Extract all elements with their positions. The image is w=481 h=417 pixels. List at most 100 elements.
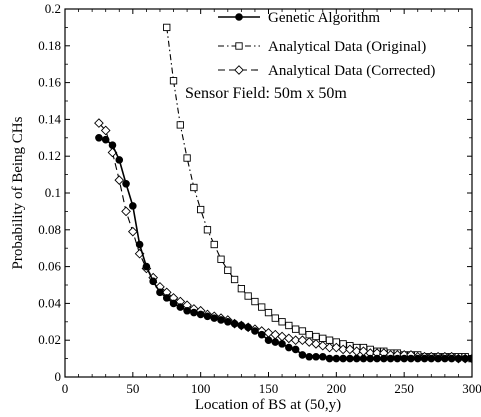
data-point [366,354,375,363]
data-point [270,329,281,340]
x-axis-label: Location of BS at (50,y) [195,397,341,413]
legend: Genetic Algorithm Analytical Data (Origin… [218,10,435,79]
data-point [291,325,300,333]
data-point [169,299,178,308]
data-point [317,340,328,351]
data-point [100,125,111,136]
data-point [203,226,212,234]
y-tick-label: 0.1 [45,185,61,200]
data-point [311,339,321,349]
data-point [352,354,361,363]
y-tick-label: 0.12 [38,148,61,163]
series-0 [95,134,472,363]
data-point [285,321,293,330]
data-point [277,331,287,342]
data-point [263,328,274,338]
data-point [237,285,246,293]
x-tick-label: 250 [394,381,414,396]
data-point [393,354,402,363]
data-point [305,331,313,339]
data-point [149,277,157,286]
legend-marker [235,42,243,50]
data-point [413,354,422,363]
data-point [210,240,218,249]
data-point [230,275,239,284]
data-point [312,332,320,341]
y-tick-label: 0.2 [45,1,61,16]
data-point [305,352,314,361]
data-point [291,345,300,354]
data-point [176,303,185,311]
data-point [197,205,205,214]
data-point [108,141,117,149]
data-point [257,330,266,339]
data-point [324,342,335,353]
data-point [285,343,293,352]
data-point [319,334,327,343]
data-point [345,344,355,355]
data-point [114,175,125,185]
data-point [298,327,307,335]
data-point [244,323,252,332]
data-point [468,354,472,363]
y-tick-label: 0.02 [38,332,61,347]
data-point [169,77,178,85]
data-point [217,255,225,263]
data-point [224,317,232,326]
data-point [461,354,470,363]
y-tick-label: 0.06 [38,259,61,274]
data-point [338,344,348,355]
data-point [380,354,388,363]
data-point [142,262,151,271]
data-point [434,354,442,363]
data-point [290,335,301,346]
data-point [304,337,315,347]
data-point [121,206,131,217]
data-point [441,354,449,363]
data-point [230,319,239,328]
data-point [339,354,347,363]
data-point [244,292,252,300]
data-point [400,354,408,363]
data-point [325,336,334,344]
data-point [325,354,334,363]
series-markers [95,134,472,363]
data-point [127,226,138,237]
data-point [237,321,246,330]
data-point [331,342,342,353]
x-tick-label: 150 [259,381,279,396]
data-point [176,121,184,129]
data-point [183,306,191,315]
data-point [386,354,395,363]
data-point [258,303,266,311]
data-point [95,134,103,142]
y-tick-label: 0.16 [38,75,61,90]
legend-label: Genetic Algorithm [268,10,380,26]
data-point [190,308,198,317]
data-point [318,352,327,361]
x-tick-label: 0 [62,381,69,396]
series-layer [94,23,472,364]
data-point [115,156,124,164]
data-point [183,154,191,162]
y-tick-label: 0.14 [38,111,61,126]
y-tick-label: 0.18 [38,38,61,53]
legend-label: Analytical Data (Original) [268,39,426,55]
y-tick-label: 0.08 [38,222,61,237]
data-point [101,135,110,144]
x-tick-label: 50 [126,381,139,396]
x-tick-label: 100 [191,381,211,396]
data-point [156,288,164,297]
data-point [129,202,137,210]
data-point [427,354,436,363]
data-point [278,318,286,326]
y-tick-label: 0.04 [38,295,61,310]
x-tick-label: 300 [462,381,481,396]
data-point [122,180,130,188]
data-point [271,314,279,322]
y-tick-label: 0 [55,369,62,384]
data-point [135,240,144,249]
data-point [251,297,259,306]
axis-ticks: 0 50 100 150 200 250 300 0 0.02 0.04 0.06 0.08 0.1 0.… [38,1,481,396]
